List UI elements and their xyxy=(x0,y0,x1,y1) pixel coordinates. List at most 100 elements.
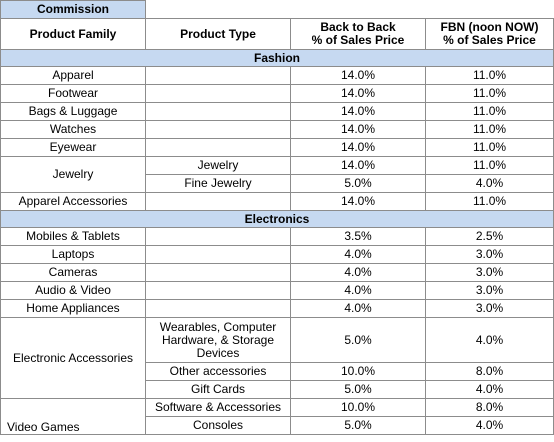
b2b-commission: 14.0% xyxy=(290,138,426,157)
b2b-commission: 14.0% xyxy=(290,66,426,85)
fbn-commission: 3.0% xyxy=(424,299,554,318)
header-row: Product Family Product Type Back to Back… xyxy=(0,18,554,50)
product-type xyxy=(145,263,291,282)
b2b-commission: 14.0% xyxy=(290,102,426,121)
product-type xyxy=(145,66,291,85)
b2b-commission: 3.5% xyxy=(290,227,426,246)
product-family: Watches xyxy=(0,120,146,139)
fbn-commission: 3.0% xyxy=(424,281,554,300)
b2b-commission: 4.0% xyxy=(290,281,426,300)
header-cell: FBN (noon NOW) % of Sales Price xyxy=(424,18,554,50)
product-type xyxy=(145,299,291,318)
product-type xyxy=(145,84,291,103)
product-type: Software & Accessories xyxy=(145,398,291,417)
data-row: Apparel Accessories 14.0% 11.0% xyxy=(0,192,554,211)
section-title: Electronics xyxy=(0,210,554,228)
data-row: Laptops 4.0% 3.0% xyxy=(0,245,554,264)
fbn-commission: 11.0% xyxy=(424,156,554,175)
b2b-commission: 5.0% xyxy=(290,380,426,399)
data-row: Consoles 5.0% 4.0% xyxy=(1,416,554,435)
fbn-commission: 11.0% xyxy=(424,138,554,157)
data-row: Electronic Accessories Wearables, Compute… xyxy=(0,317,554,399)
data-row: Fine Jewelry 5.0% 4.0% xyxy=(1,174,554,193)
product-family: Eyewear xyxy=(0,138,146,157)
data-row: Footwear 14.0% 11.0% xyxy=(0,84,554,103)
header-cell: Product Type xyxy=(145,18,291,50)
product-type xyxy=(145,281,291,300)
b2b-commission: 14.0% xyxy=(290,84,426,103)
data-row: Cameras 4.0% 3.0% xyxy=(0,263,554,282)
fbn-commission: 8.0% xyxy=(424,398,554,417)
fbn-commission: 11.0% xyxy=(424,102,554,121)
b2b-commission: 10.0% xyxy=(290,362,426,381)
fbn-commission: 4.0% xyxy=(424,380,554,399)
product-type xyxy=(145,227,291,246)
b2b-commission: 5.0% xyxy=(290,317,426,363)
product-type: Fine Jewelry xyxy=(145,174,291,193)
product-family: Laptops xyxy=(0,245,146,264)
fbn-commission: 8.0% xyxy=(424,362,554,381)
product-type xyxy=(145,245,291,264)
blank-cell xyxy=(144,0,554,19)
product-type: Consoles xyxy=(145,416,291,435)
data-row: Bags & Luggage 14.0% 11.0% xyxy=(0,102,554,121)
header-cell: Product Family xyxy=(0,18,146,50)
fbn-commission: 11.0% xyxy=(424,66,554,85)
section-row: Fashion xyxy=(0,49,554,67)
header-cell: Back to Back % of Sales Price xyxy=(290,18,426,50)
product-family: Video Games xyxy=(0,398,146,435)
fbn-commission: 4.0% xyxy=(424,416,554,435)
product-type xyxy=(145,120,291,139)
product-family: Jewelry xyxy=(0,156,146,193)
product-family: Cameras xyxy=(0,263,146,282)
b2b-commission: 5.0% xyxy=(290,416,426,435)
fbn-commission: 11.0% xyxy=(424,120,554,139)
fbn-commission: 11.0% xyxy=(424,192,554,211)
table-title: Commission xyxy=(0,0,146,19)
fbn-commission: 4.0% xyxy=(424,317,554,363)
product-type: Gift Cards xyxy=(145,380,291,399)
fbn-commission: 2.5% xyxy=(424,227,554,246)
section-title: Fashion xyxy=(0,49,554,67)
b2b-commission: 10.0% xyxy=(290,398,426,417)
b2b-commission: 14.0% xyxy=(290,192,426,211)
product-family: Audio & Video xyxy=(0,281,146,300)
product-family: Home Appliances xyxy=(0,299,146,318)
product-type xyxy=(145,138,291,157)
product-type xyxy=(145,192,291,211)
fbn-commission: 3.0% xyxy=(424,245,554,264)
product-family: Footwear xyxy=(0,84,146,103)
b2b-commission: 5.0% xyxy=(290,174,426,193)
data-row: Home Appliances 4.0% 3.0% xyxy=(0,299,554,318)
b2b-commission: 4.0% xyxy=(290,299,426,318)
product-type xyxy=(145,102,291,121)
data-row: Video Games Software & Accessories 10.0% 8.… xyxy=(0,398,554,435)
product-type: Wearables, Computer Hardware, & Storage … xyxy=(145,317,291,363)
product-family: Apparel Accessories xyxy=(0,192,146,211)
product-family: Mobiles & Tablets xyxy=(0,227,146,246)
data-row: Eyewear 14.0% 11.0% xyxy=(0,138,554,157)
section-row: Electronics xyxy=(0,210,554,228)
title-row: Commission xyxy=(0,0,554,19)
product-family: Electronic Accessories xyxy=(0,317,146,399)
data-row: Audio & Video 4.0% 3.0% xyxy=(0,281,554,300)
product-type: Other accessories xyxy=(145,362,291,381)
product-family: Bags & Luggage xyxy=(0,102,146,121)
data-row: Apparel 14.0% 11.0% xyxy=(0,66,554,85)
product-type: Jewelry xyxy=(145,156,291,175)
data-row: Mobiles & Tablets 3.5% 2.5% xyxy=(0,227,554,246)
product-family: Apparel xyxy=(0,66,146,85)
data-row: Gift Cards 5.0% 4.0% xyxy=(1,380,554,399)
fbn-commission: 3.0% xyxy=(424,263,554,282)
fbn-commission: 4.0% xyxy=(424,174,554,193)
data-row: Watches 14.0% 11.0% xyxy=(0,120,554,139)
b2b-commission: 4.0% xyxy=(290,245,426,264)
b2b-commission: 4.0% xyxy=(290,263,426,282)
b2b-commission: 14.0% xyxy=(290,120,426,139)
data-row: Jewelry Jewelry 14.0% 11.0% xyxy=(0,156,554,193)
fbn-commission: 11.0% xyxy=(424,84,554,103)
